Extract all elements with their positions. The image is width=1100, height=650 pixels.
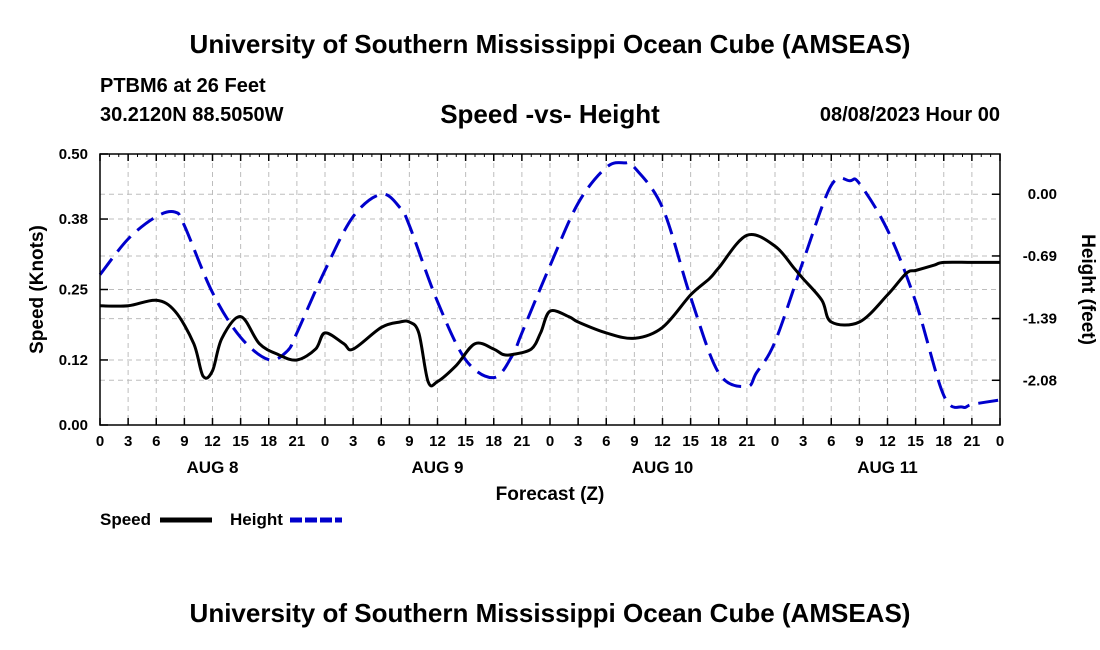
x-tick-label: 15 bbox=[682, 433, 699, 450]
x-tick-label: 0 bbox=[771, 433, 779, 450]
y-right-tick-label: 0.00 bbox=[1028, 186, 1057, 203]
x-tick-label: 3 bbox=[574, 433, 582, 450]
x-tick-label: 18 bbox=[485, 433, 502, 450]
x-tick-label: 6 bbox=[152, 433, 160, 450]
forecast-timestamp: 08/08/2023 Hour 00 bbox=[819, 104, 1000, 126]
x-tick-label: 3 bbox=[799, 433, 807, 450]
y-right-axis-title: Height (feet) bbox=[1077, 234, 1098, 345]
x-tick-label: 12 bbox=[879, 433, 896, 450]
x-tick-label: 6 bbox=[827, 433, 835, 450]
date-label: AUG 11 bbox=[857, 458, 917, 477]
chart-subtitle: Speed -vs- Height bbox=[440, 99, 660, 129]
page-title: University of Southern Mississippi Ocean… bbox=[189, 29, 911, 59]
x-tick-label: 12 bbox=[654, 433, 671, 450]
axis-labels: 0 3 6 9 12 15 18 21 0 3 6 9 12 15 18 21 0 3 6 9 12 15 18 21 0 3 6 9… bbox=[27, 146, 1098, 505]
legend: Speed Height bbox=[100, 510, 342, 529]
x-tick-label: 6 bbox=[602, 433, 610, 450]
x-tick-label: 21 bbox=[289, 433, 306, 450]
y-right-tick-label: -2.08 bbox=[1023, 372, 1057, 389]
legend-label-height: Height bbox=[230, 510, 283, 529]
grid-lines bbox=[100, 154, 1000, 425]
height-series-line bbox=[98, 160, 1001, 409]
x-tick-label: 18 bbox=[710, 433, 727, 450]
x-tick-label: 3 bbox=[349, 433, 357, 450]
footer-title: University of Southern Mississippi Ocean… bbox=[189, 598, 911, 628]
station-coordinates: 30.2120N 88.5050W bbox=[100, 104, 284, 126]
x-tick-label: 9 bbox=[630, 433, 638, 450]
x-tick-label: 21 bbox=[964, 433, 981, 450]
x-tick-label: 9 bbox=[855, 433, 863, 450]
series-layer bbox=[98, 160, 1001, 409]
y-left-tick-label: 0.50 bbox=[59, 146, 88, 163]
y-left-axis-title: Speed (Knots) bbox=[27, 225, 48, 354]
x-tick-label: 0 bbox=[996, 433, 1004, 450]
x-tick-label: 18 bbox=[935, 433, 952, 450]
x-tick-label: 0 bbox=[546, 433, 554, 450]
x-tick-label: 9 bbox=[405, 433, 413, 450]
axis-ticks bbox=[99, 153, 1001, 426]
date-label: AUG 10 bbox=[632, 458, 693, 477]
x-tick-label: 15 bbox=[457, 433, 474, 450]
x-tick-label: 15 bbox=[907, 433, 924, 450]
x-tick-label: 0 bbox=[96, 433, 104, 450]
legend-label-speed: Speed bbox=[100, 510, 151, 529]
y-left-tick-label: 0.25 bbox=[59, 282, 88, 299]
y-left-tick-label: 0.38 bbox=[59, 211, 88, 228]
x-tick-label: 21 bbox=[739, 433, 756, 450]
y-right-tick-label: -1.39 bbox=[1023, 311, 1057, 328]
date-label: AUG 8 bbox=[187, 458, 239, 477]
x-tick-label: 0 bbox=[321, 433, 329, 450]
date-label: AUG 9 bbox=[412, 458, 464, 477]
speed-series-line bbox=[99, 233, 1000, 388]
x-tick-label: 9 bbox=[180, 433, 188, 450]
station-label: PTBM6 at 26 Feet bbox=[100, 75, 266, 97]
x-tick-label: 18 bbox=[260, 433, 277, 450]
x-tick-label: 12 bbox=[204, 433, 221, 450]
y-left-tick-label: 0.12 bbox=[59, 352, 88, 369]
y-left-tick-label: 0.00 bbox=[59, 417, 88, 434]
x-tick-label: 12 bbox=[429, 433, 446, 450]
x-tick-label: 15 bbox=[232, 433, 249, 450]
x-tick-label: 21 bbox=[514, 433, 531, 450]
x-tick-label: 3 bbox=[124, 433, 132, 450]
x-tick-label: 6 bbox=[377, 433, 385, 450]
y-right-tick-label: -0.69 bbox=[1023, 248, 1057, 265]
x-axis-title: Forecast (Z) bbox=[496, 484, 605, 505]
